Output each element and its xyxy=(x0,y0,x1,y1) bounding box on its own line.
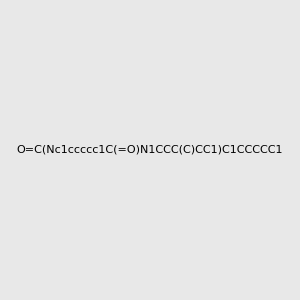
Text: O=C(Nc1ccccc1C(=O)N1CCC(C)CC1)C1CCCCC1: O=C(Nc1ccccc1C(=O)N1CCC(C)CC1)C1CCCCC1 xyxy=(17,145,283,155)
